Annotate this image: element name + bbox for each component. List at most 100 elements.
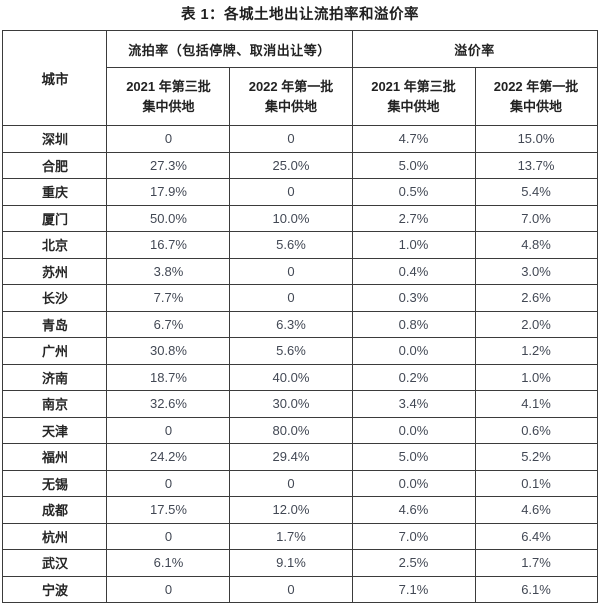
column-header-failure-2022-batch1: 2022 年第一批 集中供地 <box>229 67 353 126</box>
value-cell: 0 <box>229 257 353 285</box>
city-cell: 无锡 <box>2 469 108 497</box>
value-cell: 0.0% <box>351 416 476 444</box>
city-cell: 武汉 <box>2 549 108 577</box>
value-cell: 3.0% <box>474 257 598 285</box>
value-cell: 5.0% <box>351 443 476 471</box>
sub-header-line: 2021 年第三批 <box>371 78 456 94</box>
city-cell: 合肥 <box>2 151 108 179</box>
value-cell: 30.8% <box>106 337 231 365</box>
value-cell: 27.3% <box>106 151 231 179</box>
column-header-premium-2022-batch1: 2022 年第一批 集中供地 <box>474 67 598 126</box>
table-row: 合肥 27.3% 25.0% 5.0% 13.7% <box>2 151 598 179</box>
city-cell: 重庆 <box>2 178 108 206</box>
value-cell: 4.7% <box>351 125 476 153</box>
table-row: 广州 30.8% 5.6% 0.0% 1.2% <box>2 337 598 365</box>
value-cell: 0.3% <box>351 284 476 312</box>
column-header-failure-2021-batch3: 2021 年第三批 集中供地 <box>106 67 231 126</box>
sub-header-line: 集中供地 <box>510 98 563 114</box>
value-cell: 18.7% <box>106 363 231 391</box>
value-cell: 0 <box>229 125 353 153</box>
table-row: 重庆 17.9% 0 0.5% 5.4% <box>2 178 598 206</box>
city-cell: 福州 <box>2 443 108 471</box>
value-cell: 4.6% <box>474 496 598 524</box>
value-cell: 3.8% <box>106 257 231 285</box>
value-cell: 0 <box>229 284 353 312</box>
sub-header-line: 集中供地 <box>264 98 317 114</box>
table-row: 苏州 3.8% 0 0.4% 3.0% <box>2 257 598 285</box>
value-cell: 24.2% <box>106 443 231 471</box>
value-cell: 25.0% <box>229 151 353 179</box>
value-cell: 12.0% <box>229 496 353 524</box>
value-cell: 16.7% <box>106 231 231 259</box>
city-cell: 苏州 <box>2 257 108 285</box>
value-cell: 50.0% <box>106 204 231 232</box>
value-cell: 5.6% <box>229 337 353 365</box>
value-cell: 5.6% <box>229 231 353 259</box>
value-cell: 9.1% <box>229 549 353 577</box>
value-cell: 0 <box>229 469 353 497</box>
value-cell: 7.1% <box>351 575 476 603</box>
table-row: 宁波 0 0 7.1% 6.1% <box>2 575 598 603</box>
value-cell: 0.1% <box>474 469 598 497</box>
value-cell: 0.8% <box>351 310 476 338</box>
table-row: 天津 0 80.0% 0.0% 0.6% <box>2 416 598 444</box>
city-cell: 青岛 <box>2 310 108 338</box>
city-cell: 厦门 <box>2 204 108 232</box>
table-row: 厦门 50.0% 10.0% 2.7% 7.0% <box>2 204 598 232</box>
value-cell: 32.6% <box>106 390 231 418</box>
value-cell: 6.1% <box>106 549 231 577</box>
value-cell: 10.0% <box>229 204 353 232</box>
city-cell: 天津 <box>2 416 108 444</box>
value-cell: 0.2% <box>351 363 476 391</box>
value-cell: 4.8% <box>474 231 598 259</box>
column-group-premium-rate: 溢价率 <box>351 30 598 68</box>
city-cell: 南京 <box>2 390 108 418</box>
table-row: 杭州 0 1.7% 7.0% 6.4% <box>2 522 598 550</box>
value-cell: 5.2% <box>474 443 598 471</box>
column-group-failure-rate: 流拍率（包括停牌、取消出让等） <box>106 30 353 68</box>
value-cell: 40.0% <box>229 363 353 391</box>
value-cell: 1.7% <box>229 522 353 550</box>
value-cell: 5.4% <box>474 178 598 206</box>
value-cell: 1.0% <box>474 363 598 391</box>
data-table: 城市 流拍率（包括停牌、取消出让等） 溢价率 2021 年第三批 集中供地 20… <box>2 30 598 603</box>
value-cell: 0.5% <box>351 178 476 206</box>
value-cell: 0.6% <box>474 416 598 444</box>
value-cell: 0 <box>229 575 353 603</box>
table-title: 表 1：各城土地出让流拍率和溢价率 <box>180 7 420 23</box>
value-cell: 17.5% <box>106 496 231 524</box>
value-cell: 0.0% <box>351 337 476 365</box>
table-row: 深圳 0 0 4.7% 15.0% <box>2 125 598 153</box>
table-row: 济南 18.7% 40.0% 0.2% 1.0% <box>2 363 598 391</box>
value-cell: 0 <box>106 416 231 444</box>
value-cell: 6.4% <box>474 522 598 550</box>
value-cell: 1.0% <box>351 231 476 259</box>
value-cell: 29.4% <box>229 443 353 471</box>
city-cell: 长沙 <box>2 284 108 312</box>
table-row: 北京 16.7% 5.6% 1.0% 4.8% <box>2 231 598 259</box>
city-cell: 北京 <box>2 231 108 259</box>
value-cell: 15.0% <box>474 125 598 153</box>
value-cell: 4.6% <box>351 496 476 524</box>
value-cell: 2.7% <box>351 204 476 232</box>
value-cell: 2.6% <box>474 284 598 312</box>
value-cell: 7.7% <box>106 284 231 312</box>
value-cell: 7.0% <box>351 522 476 550</box>
table-row: 无锡 0 0 0.0% 0.1% <box>2 469 598 497</box>
city-cell: 成都 <box>2 496 108 524</box>
city-cell: 深圳 <box>2 125 108 153</box>
sub-header-row: 2021 年第三批 集中供地 2022 年第一批 集中供地 2021 年第三批 … <box>3 67 598 126</box>
sub-header-line: 2021 年第三批 <box>126 78 211 94</box>
city-cell: 宁波 <box>2 575 108 603</box>
value-cell: 0.0% <box>351 469 476 497</box>
table-header: 城市 流拍率（包括停牌、取消出让等） 溢价率 2021 年第三批 集中供地 20… <box>2 30 598 126</box>
value-cell: 2.0% <box>474 310 598 338</box>
value-cell: 0 <box>106 469 231 497</box>
city-cell: 杭州 <box>2 522 108 550</box>
sub-header-line: 集中供地 <box>387 98 440 114</box>
value-cell: 1.2% <box>474 337 598 365</box>
value-cell: 7.0% <box>474 204 598 232</box>
city-cell: 济南 <box>2 363 108 391</box>
column-header-premium-2021-batch3: 2021 年第三批 集中供地 <box>351 67 476 126</box>
value-cell: 80.0% <box>229 416 353 444</box>
